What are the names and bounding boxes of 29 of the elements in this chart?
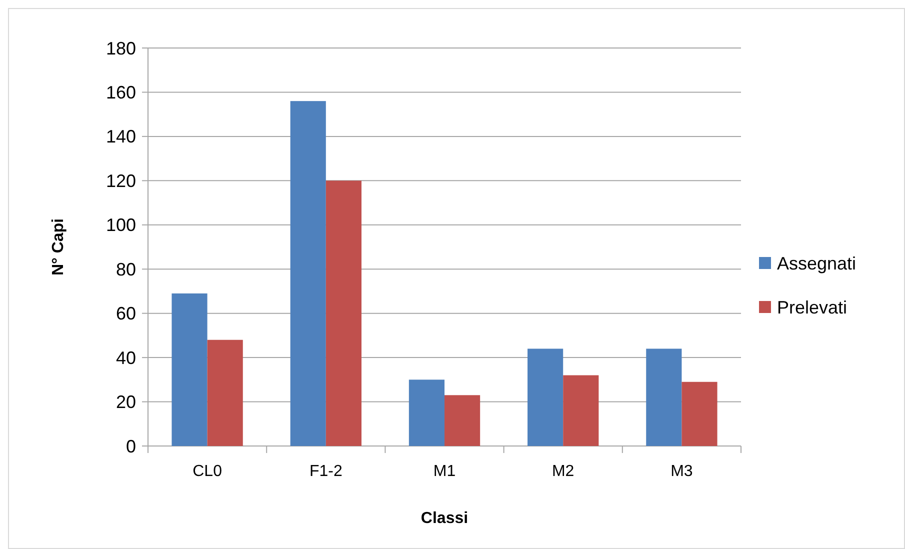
y-tick-label: 20 bbox=[116, 392, 136, 412]
bar bbox=[172, 293, 208, 446]
y-tick-label: 0 bbox=[126, 436, 136, 456]
y-tick-label: 80 bbox=[116, 259, 136, 280]
y-axis-title: N° Capi bbox=[50, 218, 67, 276]
legend-label: Prelevati bbox=[777, 297, 848, 318]
x-tick-label: F1-2 bbox=[309, 463, 342, 480]
y-tick-label: 180 bbox=[106, 38, 136, 58]
x-tick-label: CL0 bbox=[192, 463, 222, 480]
y-tick-label: 160 bbox=[106, 82, 136, 103]
x-tick-label: M1 bbox=[433, 463, 456, 480]
bar bbox=[563, 375, 599, 446]
bar bbox=[408, 380, 444, 446]
bar bbox=[207, 340, 243, 446]
bar bbox=[290, 101, 326, 446]
y-tick-label: 100 bbox=[106, 215, 136, 236]
bar bbox=[682, 382, 718, 446]
legend-label: Assegnati bbox=[777, 253, 856, 274]
y-tick-label: 140 bbox=[106, 126, 136, 147]
bar bbox=[528, 348, 564, 446]
x-tick-label: M3 bbox=[670, 463, 693, 480]
x-axis-title: Classi bbox=[420, 510, 468, 527]
y-tick-label: 120 bbox=[106, 170, 136, 191]
bar bbox=[326, 180, 362, 446]
y-tick-label: 60 bbox=[116, 304, 136, 324]
bar bbox=[646, 348, 682, 446]
bar bbox=[444, 395, 480, 446]
x-tick-label: M2 bbox=[552, 463, 574, 480]
y-tick-label: 40 bbox=[116, 348, 136, 368]
